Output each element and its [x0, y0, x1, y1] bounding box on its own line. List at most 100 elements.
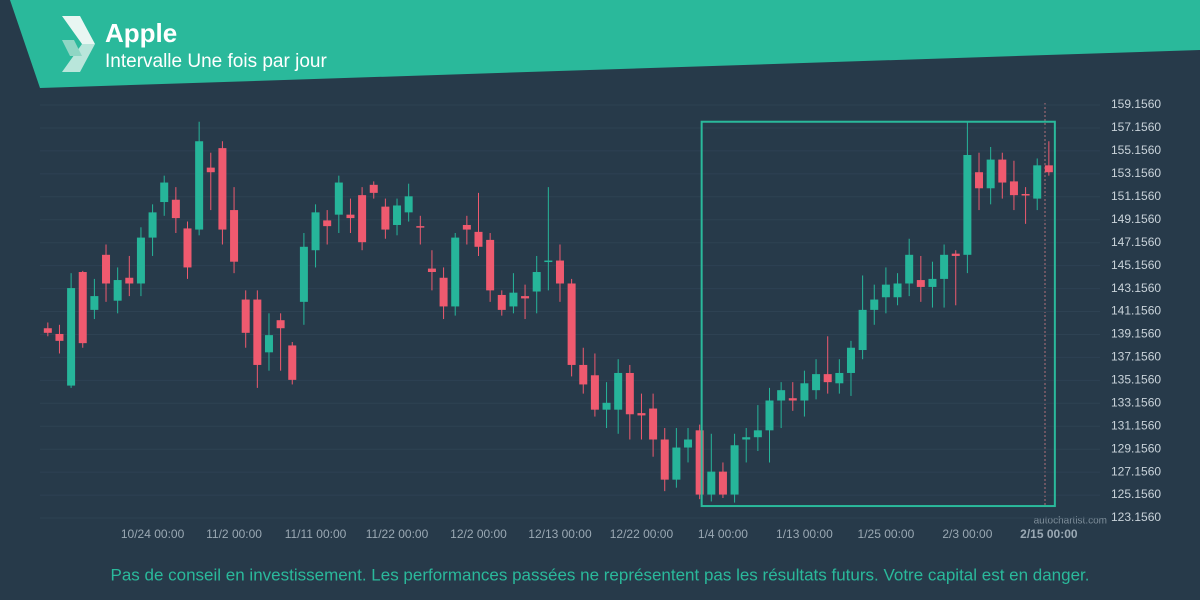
candle-body [823, 374, 832, 383]
x-tick-label: 11/2 00:00 [206, 527, 262, 541]
x-tick-label: 1/25 00:00 [858, 527, 915, 541]
candle-body [521, 296, 530, 299]
y-tick-label: 127.1560 [1111, 464, 1161, 478]
x-tick-label: 12/2 00:00 [450, 527, 507, 541]
pattern-box [700, 120, 1056, 508]
y-tick-label: 143.1560 [1111, 281, 1161, 295]
candle-body [509, 292, 518, 307]
header-banner [10, 0, 1200, 88]
candle-body [381, 206, 390, 230]
candle-body [544, 260, 553, 263]
candle-body [858, 309, 867, 351]
candle-body [55, 333, 64, 341]
candle-body [625, 372, 634, 415]
y-tick-label: 149.1560 [1111, 212, 1161, 226]
candle-body [369, 184, 378, 193]
candle-body [346, 214, 355, 219]
candle-body [78, 272, 87, 344]
y-tick-label: 137.1560 [1111, 350, 1161, 364]
candle-body [264, 335, 273, 353]
candle-body [288, 345, 297, 380]
y-tick-label: 133.1560 [1111, 395, 1161, 409]
candle-body [1009, 181, 1018, 196]
x-tick-label: 1/4 00:00 [698, 527, 748, 541]
candle-body [928, 278, 937, 287]
y-tick-label: 125.1560 [1111, 487, 1161, 501]
candle-body [125, 277, 134, 284]
candle-body [404, 196, 413, 213]
candle-body [311, 212, 320, 251]
y-tick-label: 141.1560 [1111, 304, 1161, 318]
candle-body [148, 212, 157, 238]
candle-body [474, 231, 483, 247]
candle-body [497, 294, 506, 310]
candle-body [835, 372, 844, 384]
x-tick-label: 12/22 00:00 [610, 527, 674, 541]
candle-body [905, 254, 914, 284]
candle-body [579, 364, 588, 385]
candle-body [800, 383, 809, 401]
candle-body [230, 210, 239, 262]
candle-body [299, 246, 308, 302]
candle-body [742, 437, 751, 440]
candle-body [358, 195, 367, 243]
y-tick-label: 135.1560 [1111, 373, 1161, 387]
candle-body [160, 182, 169, 203]
candle-body [393, 205, 402, 225]
y-tick-label: 153.1560 [1111, 166, 1161, 180]
candle-body [695, 430, 704, 495]
title: Apple [105, 18, 177, 48]
candle-body [323, 220, 332, 227]
candle-body [614, 372, 623, 410]
candle-body [940, 254, 949, 279]
candle-body [439, 277, 448, 307]
x-tick-label: 2/15 00:00 [1020, 527, 1078, 541]
candle-body [486, 239, 495, 291]
y-tick-label: 157.1560 [1111, 120, 1161, 134]
candle-body [195, 141, 204, 230]
y-tick-label: 139.1560 [1111, 327, 1161, 341]
candle-body [788, 398, 797, 401]
y-tick-label: 123.1560 [1111, 510, 1161, 524]
y-tick-label: 131.1560 [1111, 418, 1161, 432]
candle-body [555, 260, 564, 284]
candle-body [684, 439, 693, 448]
candle-body [90, 296, 99, 310]
x-tick-label: 12/13 00:00 [528, 527, 592, 541]
candle-body [963, 155, 972, 255]
candle-body [846, 347, 855, 373]
candle-body [253, 299, 262, 365]
x-tick-label: 10/24 00:00 [121, 527, 185, 541]
candle-body [334, 182, 343, 215]
y-tick-label: 129.1560 [1111, 441, 1161, 455]
candle-body [893, 283, 902, 298]
y-tick-label: 147.1560 [1111, 235, 1161, 249]
candle-body [870, 299, 879, 310]
y-tick-label: 151.1560 [1111, 189, 1161, 203]
candle-body [451, 237, 460, 307]
candle-body [637, 413, 646, 416]
candle-body [986, 159, 995, 189]
candle-body [113, 280, 122, 301]
candle-body [427, 268, 436, 273]
candle-body [218, 148, 227, 230]
candle-body [183, 228, 192, 268]
candle-body [777, 390, 786, 401]
candle-body [206, 167, 215, 173]
x-tick-label: 1/13 00:00 [776, 527, 833, 541]
candle-body [1033, 165, 1042, 199]
x-tick-label: 11/22 00:00 [366, 527, 429, 541]
candle-body [951, 253, 960, 256]
candle-body [171, 199, 180, 219]
y-tick-label: 155.1560 [1111, 143, 1161, 157]
candle-body [881, 284, 890, 298]
candle-body [462, 224, 471, 230]
candle-body [67, 288, 76, 386]
candle-body [765, 400, 774, 431]
candle-body [43, 328, 52, 333]
candle-body [707, 471, 716, 495]
y-tick-label: 159.1560 [1111, 97, 1161, 111]
y-tick-label: 145.1560 [1111, 258, 1161, 272]
candle-body [1021, 194, 1030, 196]
logo [62, 16, 95, 72]
